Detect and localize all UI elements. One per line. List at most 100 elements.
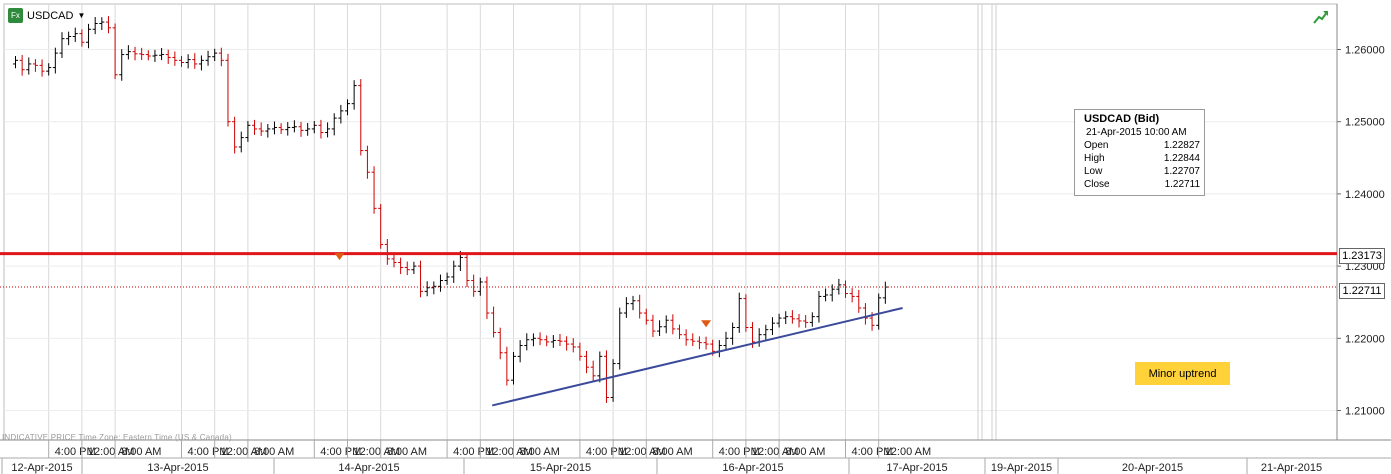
- ohlc-bar: [444, 272, 450, 285]
- y-tick-label: 1.21000: [1345, 406, 1385, 418]
- symbol-name: USDCAD: [27, 9, 74, 22]
- date-label: 20-Apr-2015: [1122, 462, 1183, 474]
- symbol-selector[interactable]: Fx USDCAD ▼: [8, 8, 85, 23]
- ohlc-bar: [411, 261, 417, 275]
- ohlc-bar: [99, 17, 105, 31]
- time-tick-label: 4:00 PM: [719, 446, 760, 458]
- ohlc-bar: [537, 332, 543, 346]
- ohlc-bar: [677, 324, 682, 340]
- ohlc-bar: [232, 116, 238, 154]
- ohlc-bar: [743, 294, 749, 332]
- ohlc-bar: [650, 314, 656, 338]
- ohlc-bar: [736, 292, 742, 333]
- ohlc-bar: [418, 260, 424, 298]
- ohlc-bar: [683, 329, 689, 346]
- ohlc-bar: [584, 350, 590, 374]
- ohlc-bar: [404, 261, 410, 276]
- tooltip-row-close: Close 1.22711: [1084, 179, 1200, 190]
- ohlc-bar: [763, 324, 769, 342]
- ohlc-bar: [657, 320, 663, 336]
- ohlc-bar: [796, 313, 802, 328]
- down-marker-icon: [701, 320, 712, 328]
- last-price-label: 1.22711: [1339, 283, 1385, 299]
- ohlc-bar: [557, 333, 563, 347]
- ohlc-bar: [66, 31, 72, 46]
- ohlc-bar: [79, 29, 85, 47]
- date-label: 19-Apr-2015: [991, 462, 1052, 474]
- ohlc-bar: [862, 303, 868, 325]
- ohlc-bar: [179, 55, 184, 67]
- ohlc-bar: [165, 49, 171, 64]
- trend-chart-icon[interactable]: [1313, 10, 1329, 24]
- time-tick-label: 12:00 AM: [486, 446, 532, 458]
- ohlc-bar: [331, 113, 337, 136]
- time-tick-label: 12:00 AM: [88, 446, 134, 458]
- ohlc-bar: [258, 122, 264, 136]
- ohlc-bar: [26, 57, 32, 75]
- ohlc-bar: [32, 59, 38, 72]
- ohlc-bar: [437, 274, 443, 292]
- time-tick-label: 4:00 PM: [586, 446, 627, 458]
- ohlc-bar: [690, 333, 696, 347]
- ohlc-bar: [550, 335, 556, 348]
- ohlc-bar: [577, 342, 583, 361]
- ohlc-bar: [198, 55, 204, 71]
- ohlc-bar: [52, 47, 58, 74]
- ohlc-bar: [564, 336, 570, 351]
- ohlc-bar: [345, 99, 350, 116]
- ohlc-bar: [603, 350, 609, 403]
- ohlc-bar: [623, 297, 629, 318]
- ohlc-bar: [46, 63, 52, 76]
- resistance-price-label: 1.23173: [1339, 248, 1385, 264]
- ohlc-bar: [789, 310, 795, 324]
- time-tick-label: 8:00 AM: [652, 446, 692, 458]
- ohlc-bar: [464, 252, 470, 288]
- ohlc-bar: [325, 122, 331, 138]
- ohlc-bar: [723, 331, 729, 351]
- ohlc-bar: [843, 280, 848, 298]
- ohlc-bar: [172, 51, 178, 66]
- ohlc-bar: [311, 120, 317, 134]
- time-tick-label: 4:00 PM: [320, 446, 361, 458]
- ohlc-bar: [431, 281, 437, 295]
- ohlc-bar: [13, 55, 18, 69]
- ohlc-bar: [298, 121, 304, 137]
- ohlc-bar: [630, 295, 636, 311]
- tooltip-row-open: Open 1.22827: [1084, 140, 1200, 151]
- ohlc-bar: [484, 276, 490, 319]
- ohlc-bar: [876, 293, 882, 330]
- ohlc-bar: [212, 48, 218, 62]
- ohlc-bar: [637, 294, 643, 319]
- ohlc-bar: [451, 260, 457, 283]
- ohlc-bar: [504, 346, 510, 386]
- ohlc-bar: [696, 336, 702, 350]
- ohlc-bar: [378, 204, 384, 249]
- y-tick-label: 1.22000: [1345, 333, 1385, 345]
- time-tick-label: 4:00 PM: [453, 446, 494, 458]
- ohlc-bar: [112, 23, 118, 80]
- date-label: 17-Apr-2015: [886, 462, 947, 474]
- ohlc-bar: [769, 317, 775, 336]
- ohlc-bar: [398, 257, 404, 275]
- ohlc-bar: [252, 119, 258, 135]
- minor-uptrend-note[interactable]: Minor uptrend: [1135, 362, 1230, 385]
- chevron-down-icon[interactable]: ▼: [77, 11, 86, 20]
- ohlc-bar: [159, 48, 165, 61]
- ohlc-bar: [471, 274, 477, 297]
- ohlc-bar: [305, 122, 311, 136]
- ohlc-bar: [703, 336, 709, 350]
- y-tick-label: 1.26000: [1345, 45, 1385, 57]
- ohlc-bar: [72, 27, 78, 42]
- ohlc-bar: [803, 315, 809, 328]
- tooltip-title: USDCAD (Bid): [1084, 113, 1160, 125]
- ohlc-bar: [610, 359, 616, 402]
- down-marker-icon: [334, 253, 345, 261]
- time-tick-label: 4:00 PM: [55, 446, 96, 458]
- ohlc-bar: [497, 327, 503, 360]
- ohlc-bar: [19, 54, 25, 76]
- ohlc-bar: [524, 333, 530, 351]
- time-tick-label: 12:00 AM: [885, 446, 931, 458]
- ohlc-bar: [590, 360, 596, 381]
- ohlc-bar: [358, 79, 364, 156]
